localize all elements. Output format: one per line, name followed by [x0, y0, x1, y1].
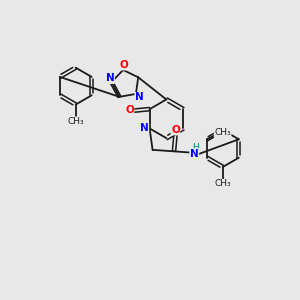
Text: O: O — [119, 60, 128, 70]
Text: H: H — [192, 143, 199, 152]
Text: O: O — [125, 105, 134, 115]
Text: CH₃: CH₃ — [214, 128, 231, 137]
Text: CH₃: CH₃ — [68, 117, 84, 126]
Text: N: N — [106, 74, 114, 83]
Text: N: N — [135, 92, 144, 103]
Text: N: N — [190, 149, 199, 159]
Text: O: O — [171, 125, 180, 135]
Text: N: N — [140, 124, 148, 134]
Text: CH₃: CH₃ — [214, 179, 231, 188]
